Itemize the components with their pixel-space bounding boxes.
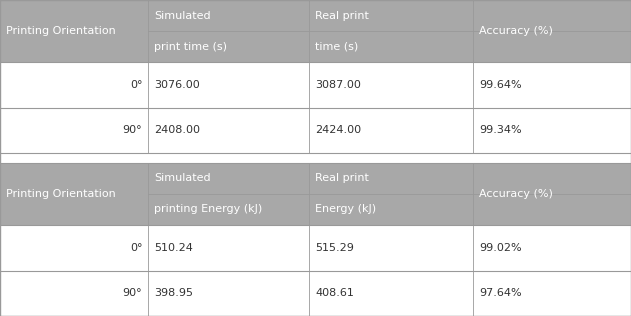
Bar — [309, 270, 473, 316]
Bar — [473, 163, 631, 225]
Text: Real print: Real print — [316, 173, 369, 183]
Text: printing Energy (kJ): printing Energy (kJ) — [155, 204, 262, 215]
Text: Accuracy (%): Accuracy (%) — [480, 26, 553, 36]
Bar — [309, 225, 473, 270]
Text: 99.34%: 99.34% — [480, 125, 522, 136]
Text: 0°: 0° — [130, 80, 142, 90]
Text: 408.61: 408.61 — [316, 288, 354, 298]
Bar — [148, 0, 309, 62]
Bar — [0, 163, 148, 225]
Bar — [148, 225, 309, 270]
Text: 3087.00: 3087.00 — [316, 80, 361, 90]
Text: 2424.00: 2424.00 — [316, 125, 362, 136]
Text: 97.64%: 97.64% — [480, 288, 522, 298]
Text: 398.95: 398.95 — [155, 288, 193, 298]
Text: Printing Orientation: Printing Orientation — [6, 26, 115, 36]
Text: Simulated: Simulated — [155, 173, 211, 183]
Bar — [309, 108, 473, 153]
Text: 99.02%: 99.02% — [480, 243, 522, 253]
Text: Accuracy (%): Accuracy (%) — [480, 189, 553, 199]
Text: 90°: 90° — [122, 125, 142, 136]
Bar — [0, 270, 148, 316]
Bar — [148, 62, 309, 108]
Bar — [148, 163, 309, 225]
Bar — [473, 62, 631, 108]
Bar — [473, 0, 631, 62]
Bar — [309, 163, 473, 225]
Bar — [473, 108, 631, 153]
Text: 3076.00: 3076.00 — [155, 80, 200, 90]
Bar — [0, 62, 148, 108]
Text: print time (s): print time (s) — [155, 42, 227, 52]
Bar — [148, 108, 309, 153]
Text: 90°: 90° — [122, 288, 142, 298]
Text: 515.29: 515.29 — [316, 243, 354, 253]
Bar — [309, 62, 473, 108]
Text: Real print: Real print — [316, 10, 369, 21]
Text: 0°: 0° — [130, 243, 142, 253]
Bar — [473, 270, 631, 316]
Text: 510.24: 510.24 — [155, 243, 193, 253]
Bar — [0, 0, 148, 62]
Bar — [0, 225, 148, 270]
Bar — [148, 270, 309, 316]
Bar — [309, 0, 473, 62]
Text: Printing Orientation: Printing Orientation — [6, 189, 115, 199]
Text: time (s): time (s) — [316, 42, 358, 52]
Bar — [0, 108, 148, 153]
Bar — [0, 153, 631, 163]
Text: Energy (kJ): Energy (kJ) — [316, 204, 376, 215]
Text: 2408.00: 2408.00 — [155, 125, 200, 136]
Bar — [473, 225, 631, 270]
Text: Simulated: Simulated — [155, 10, 211, 21]
Text: 99.64%: 99.64% — [480, 80, 522, 90]
